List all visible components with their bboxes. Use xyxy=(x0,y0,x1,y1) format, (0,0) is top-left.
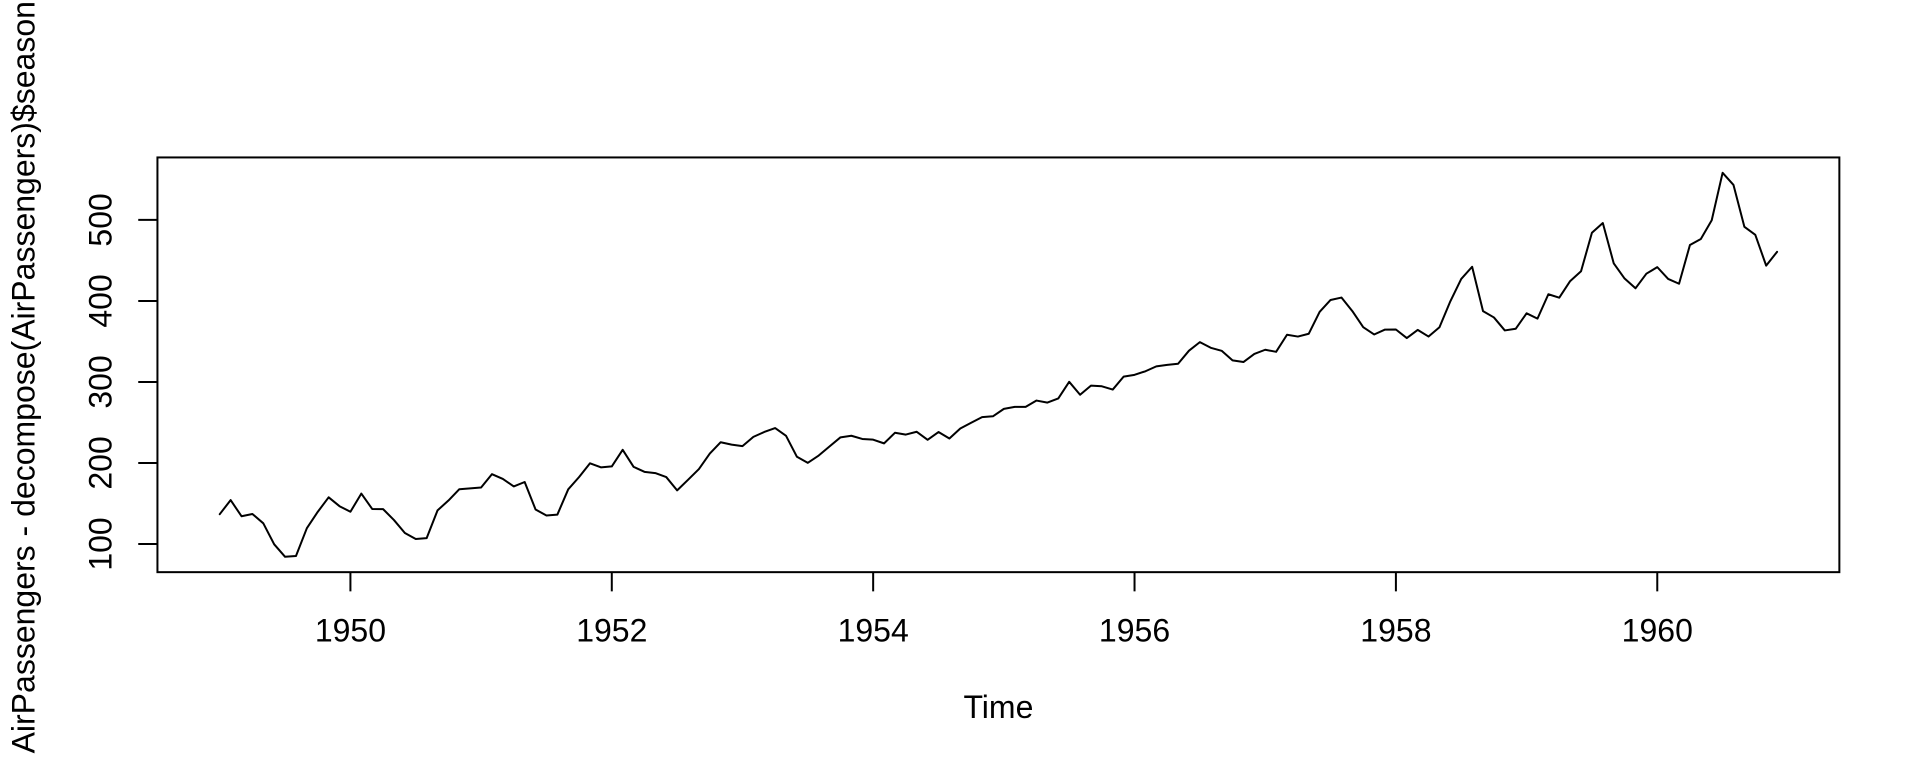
svg-text:200: 200 xyxy=(82,436,118,489)
svg-text:1954: 1954 xyxy=(838,612,909,648)
svg-text:400: 400 xyxy=(82,274,118,327)
svg-text:100: 100 xyxy=(82,517,118,570)
svg-text:1956: 1956 xyxy=(1099,612,1170,648)
svg-text:1960: 1960 xyxy=(1622,612,1693,648)
svg-text:AirPassengers - decompose(AirP: AirPassengers - decompose(AirPassengers)… xyxy=(6,0,42,753)
svg-text:500: 500 xyxy=(82,193,118,246)
svg-text:1952: 1952 xyxy=(576,612,647,648)
svg-text:300: 300 xyxy=(82,355,118,408)
svg-text:1958: 1958 xyxy=(1360,612,1431,648)
svg-text:Time: Time xyxy=(963,689,1033,725)
svg-text:1950: 1950 xyxy=(315,612,386,648)
